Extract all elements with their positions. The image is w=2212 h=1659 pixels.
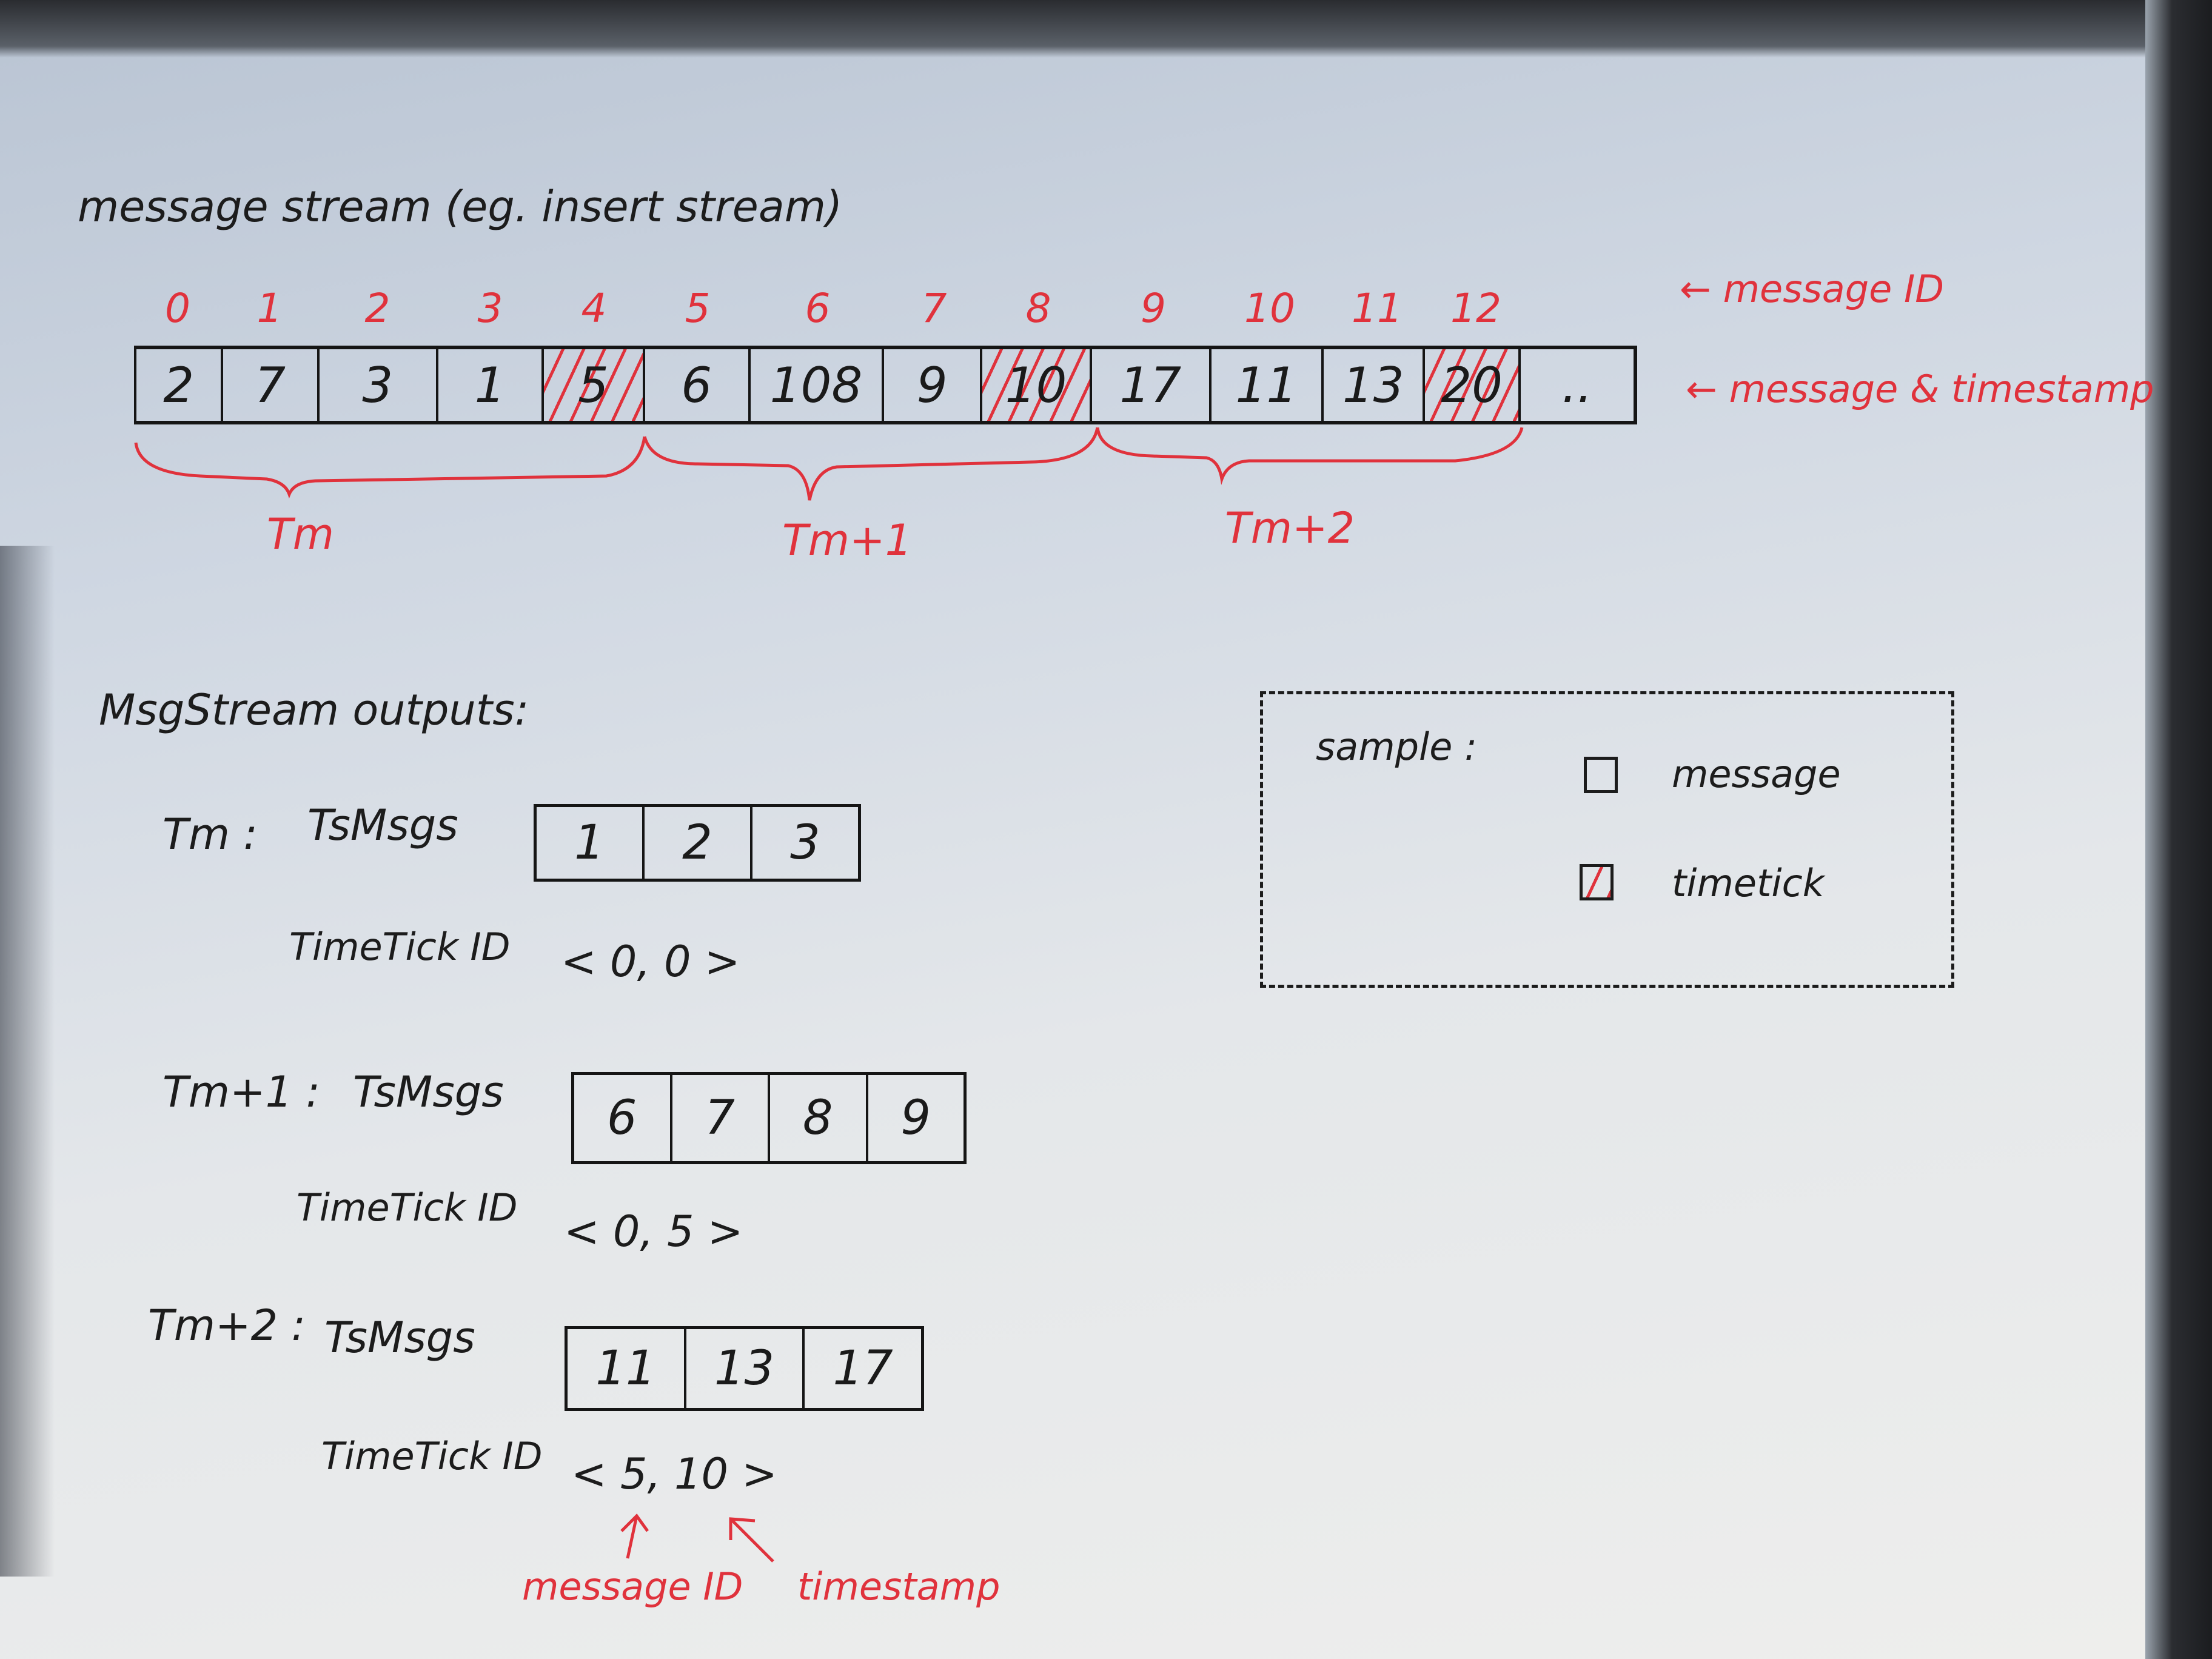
table-edge	[0, 0, 2212, 58]
timetick-label: TimeTick ID	[297, 1185, 518, 1230]
timetick-cell: 20	[1425, 349, 1521, 421]
message-cell: 7	[223, 349, 320, 421]
message-id: 5	[685, 285, 711, 332]
message-cell: 108	[751, 349, 885, 421]
tsmsg-cell: 13	[686, 1329, 805, 1408]
message-id: 0	[165, 285, 190, 332]
timetick-value: < 0, 0 >	[561, 937, 740, 987]
message-timestamp-label: ← message & timestamp	[1686, 367, 2154, 411]
message-id: 12	[1450, 285, 1501, 332]
period-label-tm1: Tm+1	[782, 515, 913, 565]
tsmsgs-label: TsMsgs	[324, 1313, 475, 1362]
message-cell: 13	[1324, 349, 1426, 421]
timetick-value: < 5, 10 >	[571, 1449, 777, 1499]
annotation-message-id: message ID	[522, 1564, 743, 1609]
diagram-title: message stream (eg. insert stream)	[78, 182, 843, 232]
group-name: Tm+1 :	[163, 1067, 320, 1117]
legend-item-timetick: timetick	[1672, 861, 1825, 905]
legend-title: sample :	[1316, 725, 1478, 769]
message-id: 7	[921, 285, 947, 332]
message-cell: 6	[645, 349, 751, 421]
message-id: 6	[805, 285, 831, 332]
tsmsgs-label: TsMsgs	[307, 800, 458, 850]
tsmsg-cell: 17	[833, 1341, 893, 1396]
message-id: 4	[581, 285, 607, 332]
message-cell: 9	[884, 349, 983, 421]
message-id-label: ← message ID	[1680, 267, 1945, 311]
legend	[1260, 691, 1954, 988]
timetick-hatched-square-icon	[1580, 864, 1614, 900]
message-id: 10	[1244, 285, 1295, 332]
message-square-icon	[1584, 757, 1618, 793]
shadow	[0, 546, 55, 1577]
message-id: 2	[364, 285, 390, 332]
message-cell: 3	[320, 349, 438, 421]
tsmsgs-box: 11 13 17	[565, 1326, 924, 1411]
tsmsg-cell: 3	[790, 816, 820, 870]
timetick-cell: 5	[544, 349, 645, 421]
tsmsg-cell: 2	[645, 807, 752, 879]
arrow-timestamp	[729, 1517, 774, 1563]
message-cell: 11	[1212, 349, 1324, 421]
brace-tm	[134, 436, 646, 499]
timetick-cell: 10	[982, 349, 1092, 421]
timetick-label: TimeTick ID	[321, 1434, 543, 1478]
annotation-timestamp: timestamp	[797, 1564, 1000, 1609]
tsmsg-cell: 1	[537, 807, 645, 879]
legend-item-message: message	[1672, 752, 1841, 796]
group-name: Tm+2 :	[148, 1301, 306, 1350]
message-cell: ..	[1561, 357, 1593, 414]
message-stream: 2 7 3 1 5 6 108 9 10 17 11 13 20..	[134, 346, 1637, 424]
arrow-message-id	[620, 1513, 649, 1559]
period-label-tm: Tm	[267, 509, 334, 559]
period-label-tm2: Tm+2	[1225, 503, 1355, 553]
brace-tm2	[1096, 427, 1524, 485]
tsmsg-cell: 7	[672, 1075, 770, 1161]
tsmsgs-label: TsMsgs	[353, 1067, 504, 1117]
tsmsg-cell: 6	[574, 1075, 672, 1161]
table-edge-right	[2145, 0, 2212, 1659]
timetick-value: < 0, 5 >	[564, 1207, 743, 1256]
message-cell: 17	[1092, 349, 1212, 421]
message-cell: 1	[438, 349, 545, 421]
outputs-heading: MsgStream outputs:	[99, 685, 529, 735]
tsmsg-cell: 11	[568, 1329, 686, 1408]
message-cell: 2	[136, 349, 224, 421]
timetick-label: TimeTick ID	[289, 925, 511, 969]
group-name: Tm :	[163, 809, 258, 859]
message-id: 9	[1141, 285, 1166, 332]
message-id: 8	[1025, 285, 1051, 332]
brace-tm1	[643, 427, 1099, 501]
message-id: 1	[256, 285, 283, 332]
tsmsg-cell: 9	[900, 1091, 931, 1145]
message-id: 3	[477, 285, 503, 332]
tsmsg-cell: 8	[770, 1075, 868, 1161]
message-id: 11	[1352, 285, 1403, 332]
